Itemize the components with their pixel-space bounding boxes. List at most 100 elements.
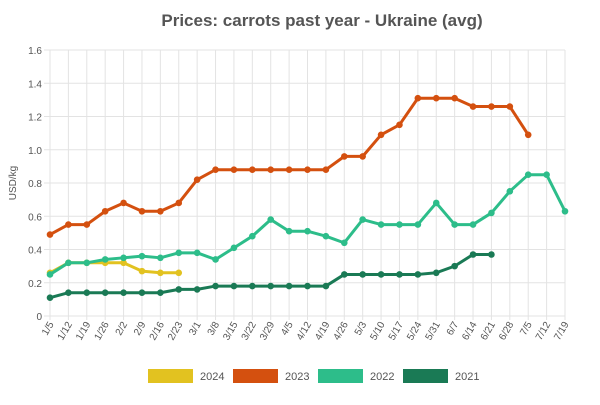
y-tick-label: 0.8 <box>28 179 42 190</box>
data-point <box>524 171 532 178</box>
data-point <box>506 103 514 110</box>
x-tick-label: 1/26 <box>93 320 112 343</box>
x-tick-label: 1/19 <box>74 320 93 343</box>
series-layer <box>46 94 569 302</box>
data-point <box>249 282 256 290</box>
data-point <box>396 121 403 129</box>
data-point <box>157 289 164 297</box>
x-tick-label: 4/19 <box>313 320 332 343</box>
data-point <box>322 282 330 290</box>
data-point <box>46 294 54 302</box>
data-point <box>469 251 477 258</box>
y-axis-ticks: 0 0.2 0.4 0.6 0.8 1.0 1.2 1.4 1.6 <box>28 46 42 323</box>
data-point <box>304 227 311 235</box>
x-tick-label: 5/10 <box>368 320 387 343</box>
legend-item-2023[interactable]: 2023 <box>233 369 309 383</box>
y-tick-label: 1.2 <box>28 113 42 124</box>
data-point <box>120 254 127 262</box>
data-point <box>414 221 422 228</box>
x-tick-label: 6/14 <box>460 320 479 343</box>
x-tick-label: 5/31 <box>424 320 443 343</box>
data-point <box>488 209 495 217</box>
data-point <box>340 239 348 247</box>
chart-title: Prices: carrots past year - Ukraine (avg… <box>161 11 482 30</box>
data-point <box>83 259 91 267</box>
legend-swatch <box>403 369 448 383</box>
legend-label: 2021 <box>455 371 479 383</box>
data-point <box>359 153 366 160</box>
legend-item-2024[interactable]: 2024 <box>148 369 224 383</box>
series-2022 <box>46 171 569 278</box>
grid <box>44 49 566 320</box>
data-point <box>120 199 127 207</box>
x-tick-label: 5/17 <box>387 320 406 343</box>
data-point <box>414 271 422 278</box>
data-point <box>175 249 183 257</box>
y-tick-label: 1.0 <box>28 146 42 157</box>
x-tick-label: 3/1 <box>187 320 204 338</box>
data-point <box>469 221 477 228</box>
data-point <box>396 271 403 278</box>
x-tick-label: 5/3 <box>353 320 370 338</box>
data-point <box>285 227 293 235</box>
x-tick-label: 1/5 <box>40 320 57 338</box>
x-tick-label: 3/15 <box>221 320 240 343</box>
data-point <box>340 271 348 278</box>
data-point <box>193 286 201 293</box>
data-point <box>561 207 569 215</box>
data-point <box>524 131 532 139</box>
x-tick-label: 1/12 <box>56 320 75 343</box>
data-point <box>46 231 54 238</box>
data-point <box>304 166 311 173</box>
y-tick-label: 0.6 <box>28 212 42 223</box>
data-point <box>451 262 458 270</box>
data-point <box>157 269 164 277</box>
data-point <box>83 289 91 297</box>
data-point <box>138 207 146 215</box>
series-2021 <box>46 251 495 302</box>
data-point <box>432 199 440 207</box>
y-tick-label: 0.2 <box>28 279 42 290</box>
data-point <box>359 271 366 278</box>
data-point <box>543 171 550 178</box>
x-tick-label: 4/12 <box>295 320 314 343</box>
data-point <box>322 166 330 173</box>
data-point <box>506 188 514 195</box>
data-point <box>138 289 146 297</box>
data-point <box>101 207 109 215</box>
data-point <box>340 153 348 160</box>
data-point <box>469 103 477 110</box>
data-point <box>377 271 385 278</box>
data-point <box>212 282 219 290</box>
data-point <box>193 249 201 257</box>
data-point <box>230 166 238 173</box>
data-point <box>46 271 54 278</box>
y-tick-label: 0 <box>36 312 42 323</box>
data-point <box>157 207 164 215</box>
data-point <box>377 131 385 139</box>
x-tick-label: 2/2 <box>114 320 131 338</box>
data-point <box>488 103 495 110</box>
x-tick-label: 6/21 <box>479 320 498 343</box>
legend-item-2022[interactable]: 2022 <box>318 369 394 383</box>
x-tick-label: 7/5 <box>518 320 535 338</box>
data-point <box>101 289 109 297</box>
data-point <box>65 289 72 297</box>
data-point <box>193 176 201 183</box>
data-point <box>249 166 256 173</box>
y-tick-label: 0.4 <box>28 246 42 257</box>
data-point <box>451 94 458 102</box>
data-point <box>249 232 256 240</box>
data-point <box>488 251 495 258</box>
legend-item-2021[interactable]: 2021 <box>403 369 479 383</box>
x-tick-label: 6/28 <box>497 320 516 343</box>
data-point <box>285 166 293 173</box>
data-point <box>285 282 293 290</box>
data-point <box>267 166 275 173</box>
data-point <box>212 256 219 263</box>
x-tick-label: 4/26 <box>332 320 351 343</box>
x-tick-label: 3/8 <box>206 320 223 338</box>
data-point <box>157 254 164 262</box>
x-tick-label: 5/24 <box>405 320 424 343</box>
